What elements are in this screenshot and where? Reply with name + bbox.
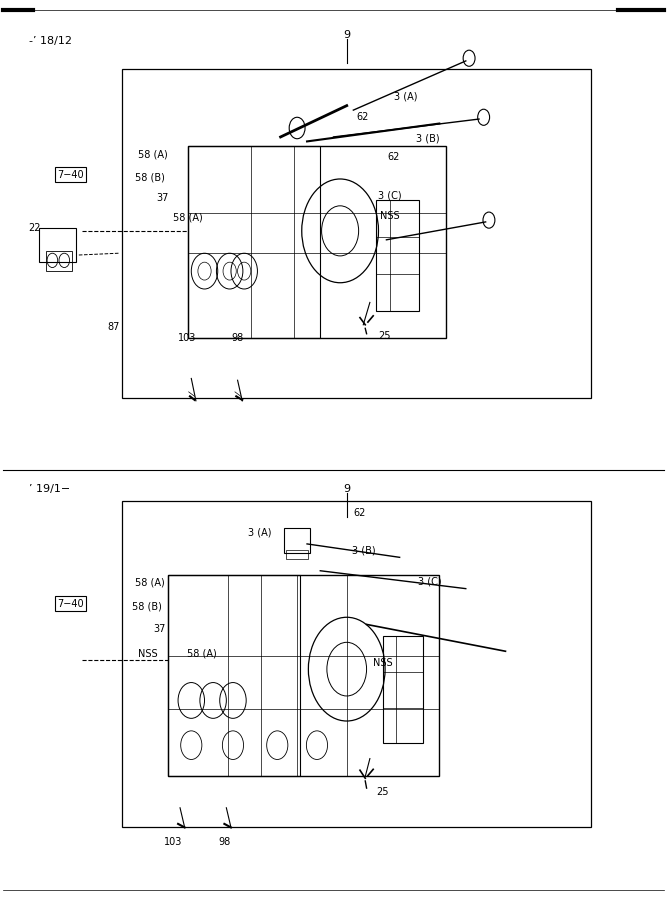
Text: 62: 62 [388, 151, 400, 162]
Text: 9: 9 [343, 30, 350, 40]
Text: 58 (B): 58 (B) [132, 601, 161, 611]
Text: 103: 103 [164, 837, 183, 847]
Text: ’ 19/1−: ’ 19/1− [29, 484, 71, 494]
Text: 87: 87 [107, 321, 120, 331]
Text: 58 (A): 58 (A) [138, 149, 168, 160]
Text: 62: 62 [357, 112, 369, 122]
Bar [168, 575, 440, 777]
Bar [284, 527, 310, 553]
Text: 58 (A): 58 (A) [135, 578, 165, 588]
Text: 3 (C): 3 (C) [378, 190, 402, 200]
Text: 3 (A): 3 (A) [394, 92, 418, 102]
Text: NSS: NSS [374, 658, 393, 668]
Text: 103: 103 [177, 333, 196, 343]
Text: -’ 18/12: -’ 18/12 [29, 36, 72, 46]
Text: 37: 37 [156, 193, 169, 202]
Text: 9: 9 [343, 484, 350, 494]
Text: 58 (A): 58 (A) [173, 212, 203, 222]
Text: 58 (B): 58 (B) [135, 172, 165, 182]
Text: NSS: NSS [380, 211, 400, 220]
Text: 3 (B): 3 (B) [416, 134, 440, 144]
Text: NSS: NSS [138, 649, 158, 659]
Bar [168, 575, 300, 777]
Text: 25: 25 [376, 787, 389, 796]
Bar [376, 200, 420, 311]
Bar [122, 501, 592, 827]
Bar [188, 146, 446, 338]
Text: 58 (A): 58 (A) [187, 649, 216, 659]
Bar [286, 550, 308, 559]
Text: 7−40: 7−40 [57, 169, 83, 179]
Bar [39, 229, 75, 262]
Text: 3 (A): 3 (A) [247, 527, 271, 537]
Bar [188, 146, 320, 338]
Text: 98: 98 [231, 333, 243, 343]
Text: 22: 22 [28, 223, 41, 233]
Text: 98: 98 [218, 837, 231, 847]
Text: 7−40: 7−40 [57, 598, 83, 608]
Text: 3 (C): 3 (C) [418, 577, 442, 587]
Text: 25: 25 [378, 330, 391, 340]
Text: 62: 62 [354, 508, 366, 518]
Text: 37: 37 [153, 624, 166, 634]
Text: 3 (B): 3 (B) [352, 545, 376, 555]
Bar [46, 251, 72, 271]
Bar [122, 69, 592, 398]
Bar [383, 636, 423, 743]
